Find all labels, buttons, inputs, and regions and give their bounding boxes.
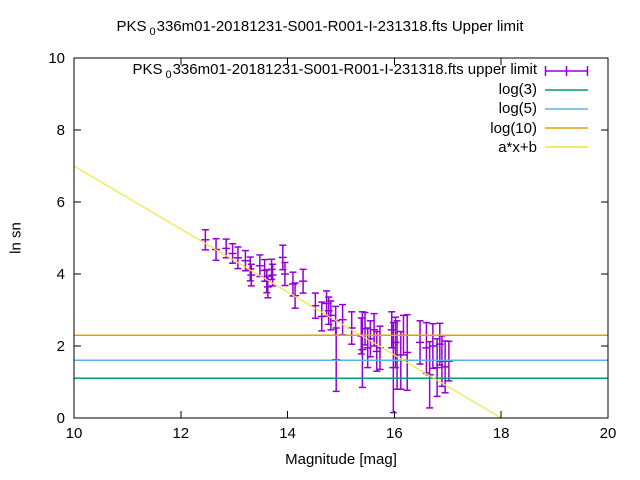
y-tick-label: 8 <box>57 122 65 139</box>
chart-title: PKS 0336m01-20181231-S001-R001-I-231318.f… <box>0 18 640 38</box>
y-tick-label: 0 <box>57 410 65 427</box>
legend-sample-line <box>545 127 588 129</box>
legend-item: log(5) <box>132 99 589 118</box>
title-subscript: 0 <box>165 68 172 81</box>
legend-sample-line <box>545 146 588 149</box>
y-tick-label: 10 <box>48 50 65 67</box>
legend-sample-line <box>545 108 588 110</box>
x-tick-label: 14 <box>279 425 296 442</box>
title-text: log(3) <box>498 81 537 99</box>
title-text: log(5) <box>498 100 537 118</box>
fit-line <box>73 165 502 419</box>
legend-label: log(10) <box>490 120 537 137</box>
legend-item: PKS 0336m01-20181231-S001-R001-I-231318.f… <box>132 61 589 81</box>
title-text: PKS <box>116 18 147 35</box>
title-text: PKS <box>132 60 163 78</box>
legend: PKS 0336m01-20181231-S001-R001-I-231318.f… <box>132 61 589 157</box>
plot-border <box>73 57 609 419</box>
legend-label: PKS 0336m01-20181231-S001-R001-I-231318.f… <box>132 61 537 81</box>
x-axis-label: Magnitude [mag] <box>285 451 397 468</box>
legend-label: log(5) <box>499 100 537 117</box>
title-text: 336m01-20181231-S001-R001-I-231318.fts u… <box>172 60 537 78</box>
x-tick-label: 16 <box>386 425 403 442</box>
legend-item: log(3) <box>132 80 589 99</box>
title-subscript: 0 <box>149 26 156 38</box>
title-text: 336m01-20181231-S001-R001-I-231318.fts U… <box>156 18 524 35</box>
y-tick-label: 4 <box>57 266 65 283</box>
x-tick-label: 10 <box>66 425 83 442</box>
y-tick-label: 2 <box>57 338 65 355</box>
legend-sample-errorbar <box>544 65 589 76</box>
legend-item: log(10) <box>132 119 589 138</box>
legend-item: a*x+b <box>132 138 589 157</box>
title-text: a*x+b <box>498 138 537 156</box>
x-tick-label: 20 <box>600 425 617 442</box>
legend-sample-line <box>545 89 588 91</box>
legend-label: log(3) <box>499 81 537 98</box>
title-text: log(10) <box>490 119 537 137</box>
legend-label: a*x+b <box>498 139 537 156</box>
x-tick-label: 12 <box>172 425 189 442</box>
y-tick-label: 6 <box>57 194 65 211</box>
x-tick-label: 18 <box>493 425 510 442</box>
